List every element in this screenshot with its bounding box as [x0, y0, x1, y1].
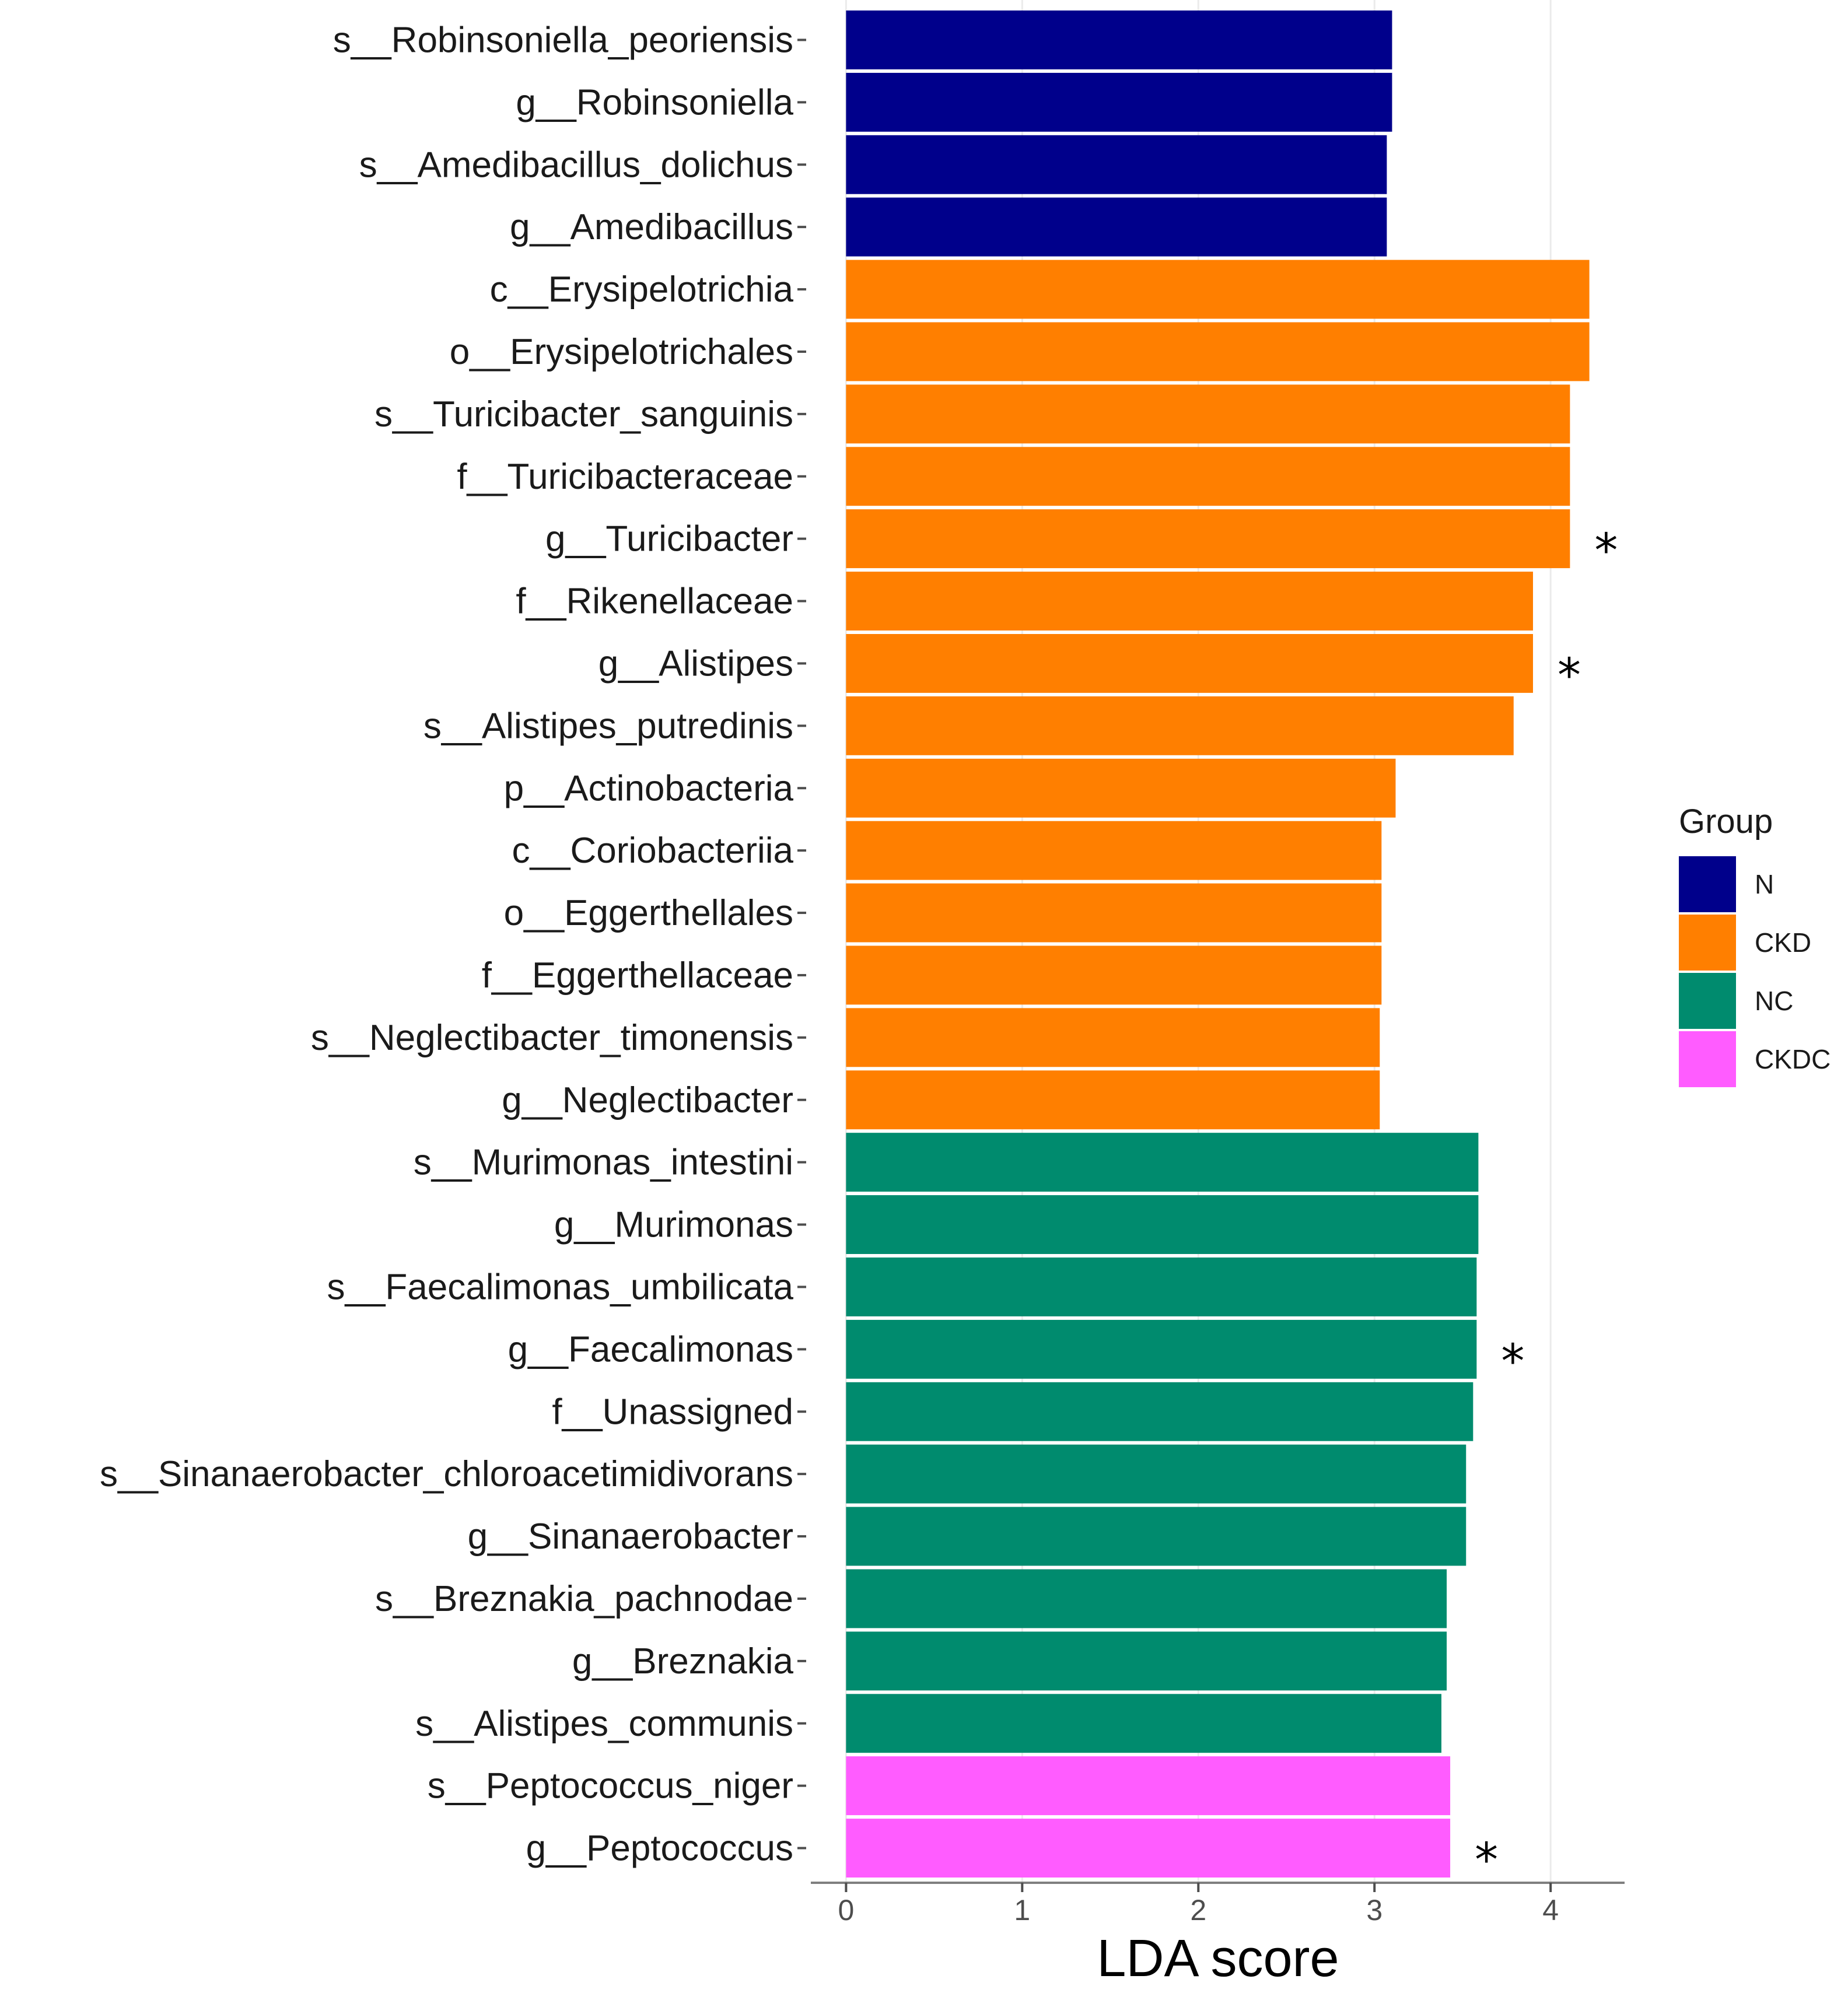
bar-g__Amedibacillus: [846, 197, 1387, 257]
bars: [846, 10, 1590, 1878]
ytick-label: f__Rikenellaceae: [516, 582, 793, 622]
ytick-label: g__Neglectibacter: [502, 1080, 793, 1120]
bar-o__Erysipelotrichales: [846, 322, 1590, 381]
bar-g__Murimonas: [846, 1195, 1479, 1254]
ytick-label: g__Peptococcus: [526, 1829, 793, 1869]
bar-s__Peptococcus_niger: [846, 1756, 1451, 1816]
ytick-label: c__Coriobacteriia: [512, 831, 794, 871]
ytick-label: o__Erysipelotrichales: [450, 332, 793, 372]
bar-g__Robinsoniella: [846, 72, 1392, 132]
ytick-label: f__Eggerthellaceae: [482, 955, 793, 996]
bar-s__Sinanaerobacter_chloroacetimidivorans: [846, 1444, 1466, 1504]
bar-o__Eggerthellales: [846, 883, 1382, 943]
bar-c__Erysipelotrichia: [846, 260, 1590, 319]
ytick-label: g__Amedibacillus: [510, 207, 793, 247]
significance-annotations: * * * *: [1475, 524, 1618, 1887]
bar-g__Sinanaerobacter: [846, 1507, 1466, 1566]
bar-s__Alistipes_putredinis: [846, 696, 1514, 755]
ytick-label: g__Faecalimonas: [508, 1329, 793, 1369]
bar-f__Eggerthellaceae: [846, 945, 1382, 1005]
ytick-label: s__Alistipes_putredinis: [424, 706, 793, 746]
bar-f__Unassigned: [846, 1382, 1474, 1441]
bar-g__Alistipes: [846, 634, 1533, 693]
ytick-label: g__Alistipes: [598, 643, 793, 684]
bar-g__Faecalimonas: [846, 1319, 1477, 1379]
bar-s__Faecalimonas_umbilicata: [846, 1258, 1477, 1316]
bar-s__Murimonas_intestini: [846, 1133, 1479, 1192]
ytick-label: s__Neglectibacter_timonensis: [311, 1018, 793, 1058]
bar-f__Turicibacteraceae: [846, 447, 1570, 506]
ytick-label: s__Robinsoniella_peoriensis: [333, 20, 793, 60]
bar-f__Rikenellaceae: [846, 572, 1533, 631]
ytick-label: s__Peptococcus_niger: [428, 1766, 793, 1806]
bar-g__Breznakia: [846, 1631, 1447, 1691]
xtick-label: 4: [1542, 1894, 1559, 1927]
bar-p__Actinobacteria: [846, 758, 1396, 818]
legend: Group N CKD NC CKDC: [1679, 803, 1831, 1087]
bar-s__Turicibacter_sanguinis: [846, 384, 1570, 444]
legend-label: N: [1755, 869, 1774, 899]
bar-g__Neglectibacter: [846, 1070, 1380, 1130]
legend-swatch-NC: [1679, 973, 1736, 1029]
ytick-label: s__Faecalimonas_umbilicata: [327, 1267, 793, 1307]
x-axis: 0 1 2 3 4: [811, 1882, 1625, 1927]
legend-swatch-CKD: [1679, 915, 1736, 971]
significance-star: *: [1475, 1833, 1498, 1887]
ytick-label: s__Sinanaerobacter_chloroacetimidivorans: [100, 1454, 793, 1494]
ytick-label: o__Eggerthellales: [504, 893, 793, 933]
legend-title: Group: [1679, 803, 1773, 840]
bar-s__Amedibacillus_dolichus: [846, 135, 1387, 194]
legend-label: CKDC: [1755, 1044, 1831, 1074]
legend-swatch-CKDC: [1679, 1031, 1736, 1087]
xtick-label: 1: [1014, 1894, 1030, 1927]
x-axis-label: LDA score: [1097, 1929, 1339, 1988]
ytick-label: g__Breznakia: [572, 1641, 794, 1682]
ytick-label: g__Sinanaerobacter: [468, 1516, 793, 1557]
bar-c__Coriobacteriia: [846, 821, 1382, 880]
bar-s__Alistipes_communis: [846, 1694, 1441, 1753]
ytick-label: p__Actinobacteria: [504, 768, 794, 808]
bar-g__Turicibacter: [846, 509, 1570, 569]
ytick-label: s__Murimonas_intestini: [414, 1143, 793, 1183]
bar-s__Neglectibacter_timonensis: [846, 1008, 1380, 1067]
bar-g__Peptococcus: [846, 1819, 1451, 1878]
ytick-label: s__Turicibacter_sanguinis: [374, 394, 793, 435]
xtick-label: 2: [1190, 1894, 1206, 1927]
bar-s__Breznakia_pachnodae: [846, 1569, 1447, 1628]
legend-label: NC: [1755, 986, 1793, 1016]
bar-s__Robinsoniella_peoriensis: [846, 10, 1392, 69]
xtick-label: 0: [838, 1894, 854, 1927]
legend-swatch-N: [1679, 856, 1736, 912]
significance-star: *: [1501, 1334, 1524, 1388]
ytick-label: g__Turicibacter: [545, 519, 793, 559]
significance-star: *: [1594, 524, 1618, 578]
legend-label: CKD: [1755, 927, 1811, 958]
y-axis-ticks: s__Robinsoniella_peoriensis g__Robinsonie…: [100, 20, 806, 1869]
ytick-label: g__Murimonas: [554, 1205, 793, 1245]
xtick-label: 3: [1366, 1894, 1382, 1927]
ytick-label: s__Breznakia_pachnodae: [375, 1579, 793, 1619]
ytick-label: f__Unassigned: [552, 1392, 793, 1432]
ytick-label: s__Amedibacillus_dolichus: [359, 145, 793, 185]
ytick-label: g__Robinsoniella: [516, 82, 793, 122]
significance-star: *: [1558, 648, 1581, 702]
ytick-label: f__Turicibacteraceae: [457, 457, 793, 497]
ytick-label: s__Alistipes_communis: [415, 1704, 793, 1744]
ytick-label: c__Erysipelotrichia: [490, 269, 794, 310]
